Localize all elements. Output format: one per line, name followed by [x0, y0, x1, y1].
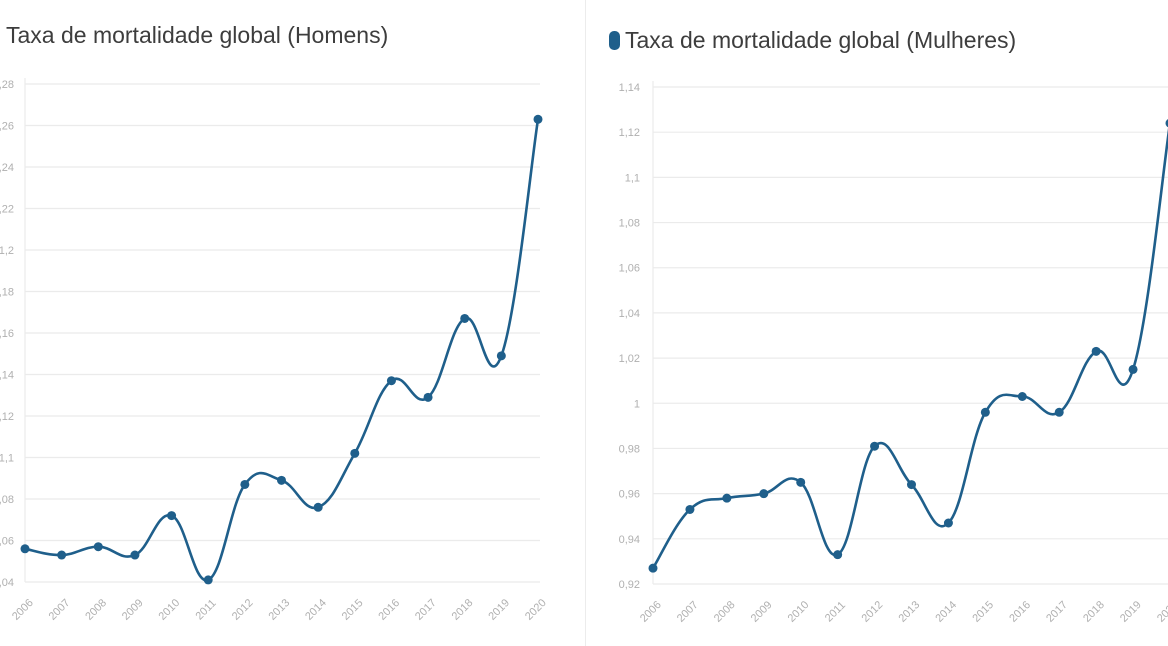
y-tick-label: 1,1: [625, 172, 640, 184]
y-tick-label: 1,16: [0, 328, 14, 340]
data-point: [240, 479, 250, 489]
y-tick-label: 1,26: [0, 121, 14, 133]
x-tick-label: 2017: [413, 597, 439, 623]
x-tick-label: 2020: [523, 597, 549, 623]
data-point: [722, 493, 732, 503]
data-point: [313, 502, 323, 512]
x-tick-label: 2019: [486, 597, 512, 623]
data-point: [93, 542, 103, 552]
x-tick-label: 2016: [376, 597, 402, 623]
x-tick-label: 2010: [786, 599, 812, 625]
y-tick-label: 1,1: [0, 453, 14, 465]
chart-title-text: Taxa de mortalidade global (Homens): [6, 22, 389, 48]
chart-panel-women: Taxa de mortalidade global (Mulheres) 0,…: [593, 0, 1168, 646]
x-tick-label: 2007: [47, 597, 73, 623]
x-tick-label: 2017: [1044, 599, 1070, 625]
legend-marker-icon: [609, 31, 620, 50]
y-tick-label: 1,14: [0, 370, 14, 382]
data-point: [1091, 346, 1101, 356]
data-point: [20, 544, 30, 554]
y-tick-label: 1,18: [0, 287, 14, 299]
x-tick-label: 2011: [823, 599, 848, 624]
data-point: [648, 563, 658, 573]
data-point: [1017, 391, 1027, 401]
data-point: [203, 575, 213, 585]
y-tick-label: 1: [634, 398, 640, 410]
x-tick-label: 2018: [1081, 599, 1107, 625]
data-point: [870, 441, 880, 451]
x-tick-label: 2009: [120, 597, 146, 623]
y-tick-label: 1,12: [619, 127, 640, 139]
data-point: [980, 407, 990, 417]
x-tick-label: 2015: [970, 599, 996, 625]
data-point: [277, 475, 286, 485]
y-tick-label: 1,12: [0, 411, 14, 423]
x-tick-label: 2009: [749, 599, 775, 625]
x-tick-label: 2020: [1155, 599, 1168, 625]
chart-title: Taxa de mortalidade global (Mulheres): [609, 27, 1016, 54]
line-chart-women: 0,92 0,94 0,96 0,98 1 1,02 1,04 1,06 1,08 1,1 1,12…: [619, 81, 1168, 625]
chart-panel-men: Taxa de mortalidade global (Homens) 1,04…: [0, 0, 578, 646]
y-tick-label: 1,02: [619, 353, 640, 365]
y-tick-label: 0,98: [619, 443, 640, 455]
x-tick-label: 2014: [303, 597, 329, 623]
y-tick-label: 1,04: [619, 308, 640, 320]
x-tick-label: 2010: [157, 597, 183, 623]
x-tick-label: 2012: [860, 599, 886, 625]
line-chart-men: 1,04 1,06 1,08 1,1 1,12 1,14 1,16 1,18 1,2 1,22 1,…: [0, 78, 549, 623]
y-tick-label: 1,28: [0, 79, 14, 91]
data-point: [943, 518, 953, 528]
data-point: [1165, 119, 1168, 128]
y-tick-label: 0,96: [619, 489, 640, 501]
y-tick-label: 1,08: [619, 218, 640, 230]
chart-title: Taxa de mortalidade global (Homens): [6, 22, 388, 49]
x-tick-label: 2013: [896, 599, 922, 625]
data-point: [350, 448, 360, 458]
x-tick-label: 2007: [675, 599, 701, 625]
data-point: [423, 392, 433, 402]
data-point: [130, 550, 140, 560]
x-tick-label: 2008: [83, 597, 109, 623]
y-tick-label: 1,06: [0, 536, 14, 548]
data-point: [57, 550, 67, 560]
data-point: [796, 477, 806, 487]
chart-title-text: Taxa de mortalidade global (Mulheres): [625, 27, 1017, 53]
y-tick-label: 0,92: [619, 579, 640, 591]
x-tick-label: 2006: [10, 597, 36, 623]
data-point: [685, 504, 695, 514]
x-tick-label: 2016: [1007, 599, 1033, 625]
data-point: [496, 351, 506, 361]
data-point: [1054, 407, 1064, 417]
x-tick-label: 2011: [193, 597, 218, 622]
data-point: [460, 313, 470, 323]
x-tick-label: 2015: [340, 597, 366, 623]
data-point: [833, 550, 843, 560]
x-tick-label: 2013: [266, 597, 292, 623]
data-point: [386, 376, 396, 386]
x-tick-label: 2014: [933, 599, 959, 625]
data-point: [533, 114, 543, 124]
y-tick-label: 1,14: [619, 82, 640, 94]
y-tick-label: 1,06: [619, 263, 640, 275]
y-tick-label: 1,2: [0, 245, 14, 257]
y-tick-label: 1,22: [0, 204, 14, 216]
x-tick-label: 2018: [450, 597, 476, 623]
y-tick-label: 0,94: [619, 534, 640, 546]
y-tick-label: 1,04: [0, 577, 14, 589]
data-point: [1128, 364, 1138, 374]
x-tick-label: 2006: [638, 599, 664, 625]
y-tick-label: 1,24: [0, 162, 14, 174]
series-line: [651, 127, 1168, 569]
y-tick-label: 1,08: [0, 494, 14, 506]
data-point: [759, 489, 769, 499]
panel-divider: [585, 0, 586, 646]
x-tick-label: 2012: [230, 597, 256, 623]
x-tick-label: 2008: [712, 599, 738, 625]
data-point: [167, 511, 177, 521]
data-point: [907, 480, 916, 490]
series-line: [24, 119, 540, 582]
x-tick-label: 2019: [1118, 599, 1144, 625]
